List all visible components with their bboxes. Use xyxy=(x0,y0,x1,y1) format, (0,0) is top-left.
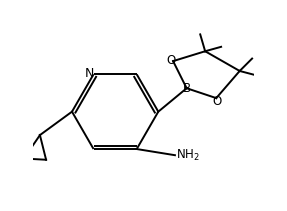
Text: O: O xyxy=(213,95,222,108)
Text: O: O xyxy=(166,54,175,67)
Text: NH$_2$: NH$_2$ xyxy=(176,148,200,163)
Text: N: N xyxy=(84,67,94,80)
Text: B: B xyxy=(183,82,191,95)
